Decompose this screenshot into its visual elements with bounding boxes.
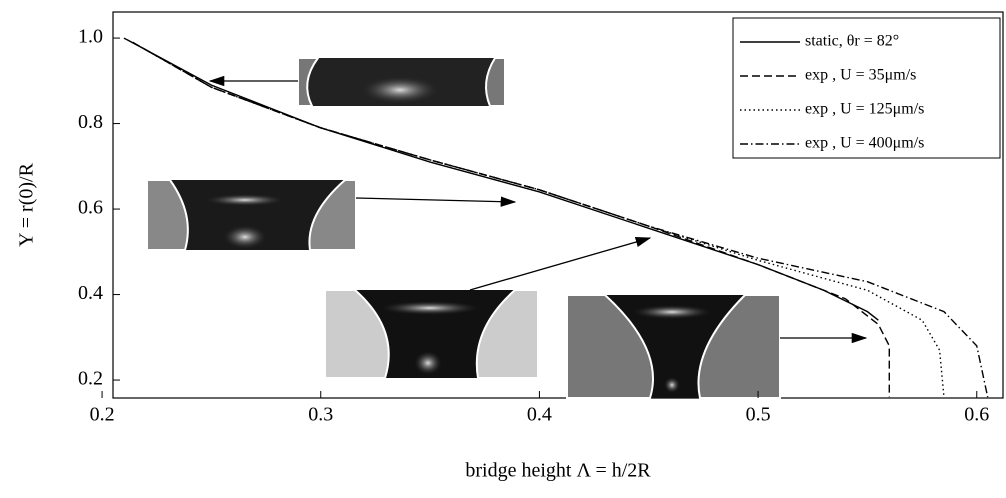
x-axis-label: bridge height Λ = h/2R (465, 460, 651, 482)
inset-3 (324, 289, 539, 379)
y-tick-label: 0.2 (78, 368, 103, 390)
inset-4 (566, 294, 781, 399)
y-tick-label: 0.8 (78, 111, 103, 133)
curves (123, 37, 989, 398)
legend-label: exp , U = 35μm/s (805, 67, 916, 84)
legend-label: exp , U = 400μm/s (805, 135, 924, 152)
arrows (208, 75, 868, 344)
x-tick-label: 0.6 (964, 404, 989, 426)
y-tick-label: 1.0 (78, 26, 103, 48)
series-line (132, 41, 890, 398)
legend-label: static, θr = 82° (805, 33, 899, 50)
inset-1 (297, 57, 506, 107)
y-tick-label: 0.4 (78, 282, 103, 304)
x-tick-label: 0.2 (90, 404, 115, 426)
y-axis-label: Υ = r(0)/R (16, 162, 38, 247)
x-tick-label: 0.5 (746, 404, 771, 426)
y-tick-label: 0.6 (78, 197, 103, 219)
x-tick-label: 0.3 (308, 404, 333, 426)
legend-label: exp , U = 125μm/s (805, 101, 924, 118)
series-line (132, 41, 989, 398)
x-tick-label: 0.4 (527, 404, 552, 426)
plot-frame (112, 11, 1004, 399)
series-line (123, 37, 879, 321)
inset-2 (146, 179, 357, 251)
